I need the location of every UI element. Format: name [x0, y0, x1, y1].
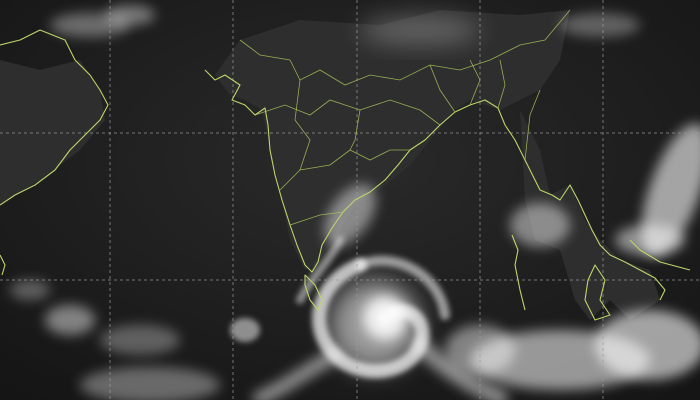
cyclone: [253, 236, 508, 400]
borders: [239, 9, 571, 226]
land: [0, 10, 660, 320]
